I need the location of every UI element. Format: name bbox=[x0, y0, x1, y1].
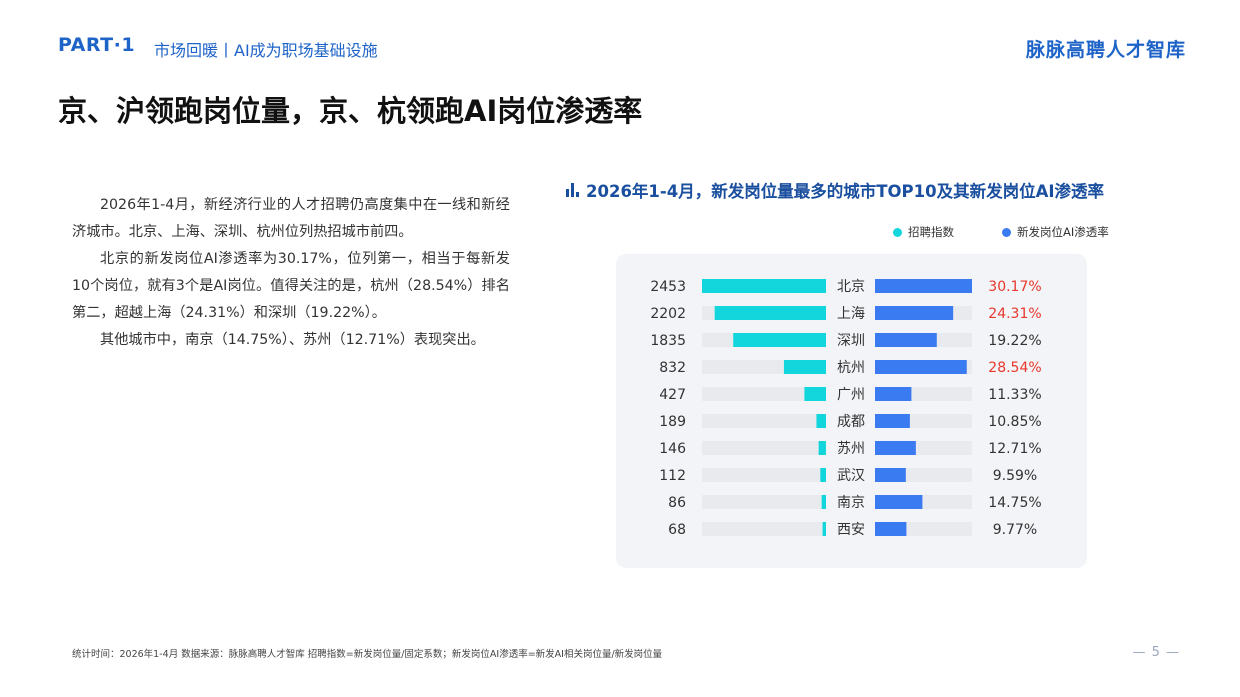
legend-swatch-rate bbox=[1002, 227, 1011, 237]
bar-chart: 2453 北京 30.17% 2202 上海 24.31% 1835 深圳 19.22% 832 杭… bbox=[650, 279, 1042, 538]
index-bar bbox=[733, 333, 826, 347]
index-bar bbox=[714, 306, 826, 320]
body-paragraph: 北京的新发岗位AI渗透率为30.17%，位列第一，相当于每新发10个岗位，就有3… bbox=[72, 251, 510, 321]
rate-value-label: 28.54% bbox=[988, 360, 1041, 376]
chart-header: 2026年1-4月，新发岗位量最多的城市TOP10及其新发岗位AI渗透率 bbox=[566, 178, 1104, 202]
rate-value-label: 9.59% bbox=[993, 468, 1037, 484]
rate-bar bbox=[875, 495, 923, 509]
chart-panel bbox=[616, 254, 1087, 568]
city-label: 深圳 bbox=[837, 333, 865, 349]
rate-value-label: 30.17% bbox=[988, 279, 1041, 295]
index-bar-track bbox=[702, 414, 826, 428]
index-bar bbox=[702, 279, 826, 293]
rate-bar bbox=[875, 387, 912, 401]
bar-chart-icon bbox=[566, 183, 579, 197]
page-number: — 5 — bbox=[1132, 645, 1180, 660]
index-value-label: 86 bbox=[668, 495, 686, 511]
rate-bar bbox=[875, 522, 907, 536]
index-bar-track bbox=[702, 522, 826, 536]
index-value-label: 2453 bbox=[650, 279, 686, 295]
index-value-label: 112 bbox=[659, 468, 686, 484]
index-bar bbox=[816, 414, 826, 428]
city-label: 西安 bbox=[837, 522, 865, 538]
index-value-label: 68 bbox=[668, 522, 686, 538]
section-title: 市场回暖丨AI成为职场基础设施 bbox=[154, 41, 378, 60]
city-label: 上海 bbox=[837, 306, 865, 322]
city-label: 武汉 bbox=[837, 468, 865, 484]
legend-item-index: 招聘指数 bbox=[893, 224, 954, 240]
index-bar-track bbox=[702, 468, 826, 482]
legend-label-index: 招聘指数 bbox=[908, 225, 954, 239]
city-label: 杭州 bbox=[837, 360, 865, 376]
part-label: PART·1 bbox=[58, 34, 136, 56]
brand-name: 脉脉高聘人才智库 bbox=[1025, 39, 1186, 61]
index-bar bbox=[822, 522, 826, 536]
city-label: 广州 bbox=[837, 387, 865, 403]
page-title: 京、沪领跑岗位量，京、杭领跑AI岗位渗透率 bbox=[58, 94, 643, 128]
body-text: 2026年1-4月，新经济行业的人才招聘仍高度集中在一线和新经济城市。北京、上海… bbox=[72, 192, 510, 354]
legend-label-rate: 新发岗位AI渗透率 bbox=[1017, 225, 1109, 239]
city-label: 苏州 bbox=[837, 441, 865, 457]
footer-note: 统计时间：2026年1-4月 数据来源：脉脉高聘人才智库 招聘指数=新发岗位量/… bbox=[72, 649, 663, 660]
rate-value-label: 10.85% bbox=[988, 414, 1041, 430]
rate-value-label: 14.75% bbox=[988, 495, 1041, 511]
index-value-label: 2202 bbox=[650, 306, 686, 322]
city-label: 北京 bbox=[837, 279, 865, 295]
index-value-label: 146 bbox=[659, 441, 686, 457]
index-bar bbox=[804, 387, 826, 401]
rate-bar bbox=[875, 414, 910, 428]
body-paragraph: 2026年1-4月，新经济行业的人才招聘仍高度集中在一线和新经济城市。北京、上海… bbox=[72, 197, 510, 240]
rate-bar bbox=[875, 468, 906, 482]
body-paragraph: 其他城市中，南京（14.75%）、苏州（12.71%）表现突出。 bbox=[100, 332, 485, 348]
rate-bar bbox=[875, 333, 937, 347]
index-value-label: 427 bbox=[659, 387, 686, 403]
chart-title: 2026年1-4月，新发岗位量最多的城市TOP10及其新发岗位AI渗透率 bbox=[586, 182, 1104, 201]
index-bar bbox=[818, 441, 826, 455]
index-bar-track bbox=[702, 495, 826, 509]
rate-bar bbox=[875, 279, 972, 293]
index-bar bbox=[783, 360, 826, 374]
index-value-label: 1835 bbox=[650, 333, 686, 349]
index-bar-track bbox=[702, 387, 826, 401]
rate-value-label: 19.22% bbox=[988, 333, 1041, 349]
legend-item-rate: 新发岗位AI渗透率 bbox=[1002, 224, 1109, 240]
index-value-label: 832 bbox=[659, 360, 686, 376]
rate-value-label: 11.33% bbox=[988, 387, 1041, 403]
index-bar bbox=[821, 495, 826, 509]
index-bar-track bbox=[702, 441, 826, 455]
rate-bar bbox=[875, 306, 954, 320]
legend-swatch-index bbox=[893, 227, 902, 237]
city-label: 南京 bbox=[837, 495, 865, 511]
rate-bar bbox=[875, 360, 967, 374]
index-value-label: 189 bbox=[659, 414, 686, 430]
rate-value-label: 24.31% bbox=[988, 306, 1041, 322]
rate-value-label: 12.71% bbox=[988, 441, 1041, 457]
city-label: 成都 bbox=[837, 414, 865, 430]
rate-value-label: 9.77% bbox=[993, 522, 1037, 538]
rate-bar bbox=[875, 441, 916, 455]
index-bar bbox=[820, 468, 826, 482]
